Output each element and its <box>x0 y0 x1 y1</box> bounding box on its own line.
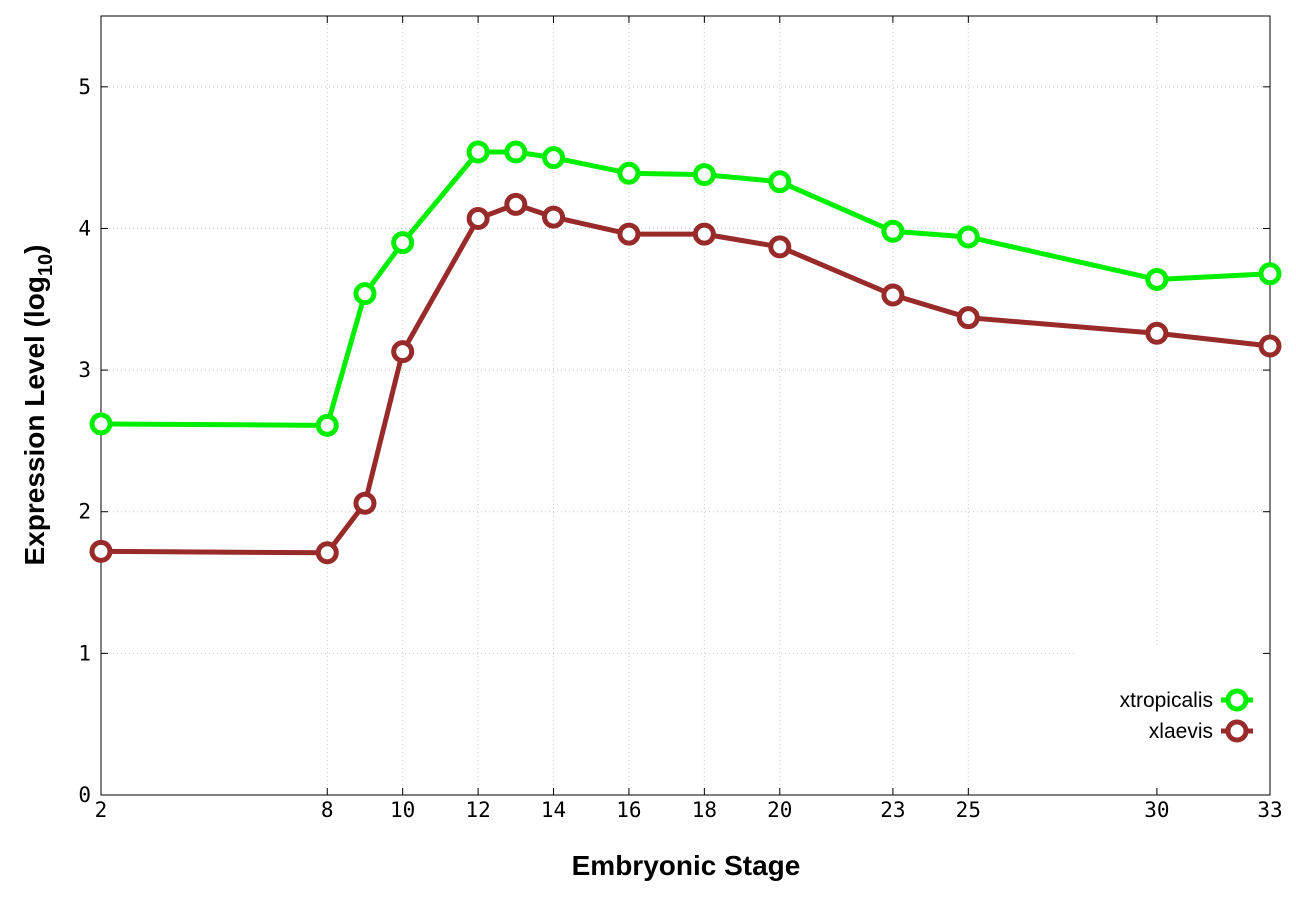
data-point <box>542 146 566 170</box>
legend-marker <box>1225 688 1249 712</box>
data-point <box>504 140 528 164</box>
data-point <box>956 306 980 330</box>
x-tick-label: 25 <box>956 798 981 822</box>
data-point <box>89 412 113 436</box>
data-point <box>353 282 377 306</box>
data-point <box>1258 334 1282 358</box>
data-point <box>881 219 905 243</box>
data-point <box>768 170 792 194</box>
x-tick-label: 30 <box>1144 798 1169 822</box>
data-point <box>692 163 716 187</box>
series-line <box>100 201 1271 556</box>
data-point <box>353 491 377 515</box>
data-point <box>1145 321 1169 345</box>
x-tick-label: 8 <box>321 798 334 822</box>
x-tick-label: 18 <box>692 798 717 822</box>
x-tick-label: 20 <box>767 798 792 822</box>
series-lines <box>89 140 1282 565</box>
data-point <box>466 140 490 164</box>
x-tick-label: 33 <box>1257 798 1282 822</box>
x-axis-title: Embryonic Stage <box>572 850 801 881</box>
data-point <box>1145 267 1169 291</box>
data-point <box>617 222 641 246</box>
x-tick-label: 12 <box>465 798 490 822</box>
y-tick-label: 2 <box>78 500 91 524</box>
data-point <box>391 340 415 364</box>
y-tick-label: 0 <box>78 783 91 807</box>
data-point <box>1258 262 1282 286</box>
plot-border <box>100 15 1271 796</box>
data-point <box>542 205 566 229</box>
data-point <box>466 207 490 231</box>
data-point <box>956 225 980 249</box>
data-point <box>692 222 716 246</box>
data-point <box>617 161 641 185</box>
grid <box>101 16 1270 795</box>
x-tick-label: 14 <box>541 798 566 822</box>
data-point <box>881 283 905 307</box>
series-line <box>100 149 1271 428</box>
data-point <box>391 231 415 255</box>
data-point <box>315 413 339 437</box>
y-tick-label: 4 <box>78 216 91 240</box>
y-axis-title: Expression Level (log10) <box>19 245 57 566</box>
y-tick-label: 1 <box>78 641 91 665</box>
series-xtropicalis <box>89 140 1282 437</box>
data-point <box>89 539 113 563</box>
data-point <box>768 235 792 259</box>
y-tick-label: 5 <box>78 75 91 99</box>
x-tick-label: 2 <box>95 798 108 822</box>
x-tick-label: 23 <box>880 798 905 822</box>
data-point <box>315 541 339 565</box>
series-xlaevis <box>89 192 1282 565</box>
y-tick-label: 3 <box>78 358 91 382</box>
legend-label: xtropicalis <box>1120 689 1213 712</box>
legend-marker <box>1225 719 1249 743</box>
data-point <box>504 192 528 216</box>
legend: xtropicalis xlaevis <box>1120 688 1253 743</box>
legend-label: xlaevis <box>1149 720 1213 743</box>
x-tick-label: 16 <box>616 798 641 822</box>
x-tick-label: 10 <box>390 798 415 822</box>
